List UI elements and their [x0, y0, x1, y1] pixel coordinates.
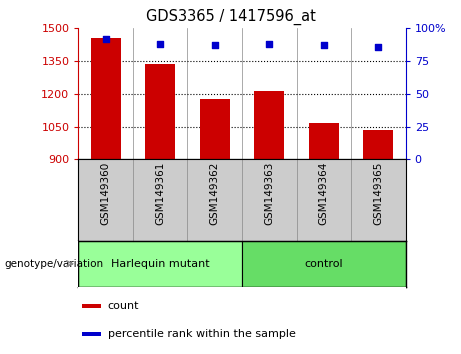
Point: [375, 44, 382, 50]
Point: [320, 42, 327, 48]
Bar: [145, 64, 175, 159]
Text: GSM149364: GSM149364: [319, 162, 329, 225]
Bar: [82, 332, 101, 336]
Bar: [242, 241, 406, 287]
Bar: [363, 130, 393, 159]
Bar: [78, 241, 242, 287]
Bar: [309, 122, 339, 159]
Point: [266, 41, 273, 47]
Bar: [91, 38, 121, 159]
Text: GDS3365 / 1417596_at: GDS3365 / 1417596_at: [146, 9, 315, 25]
Text: genotype/variation: genotype/variation: [4, 259, 103, 269]
Text: GSM149361: GSM149361: [155, 162, 165, 225]
Text: control: control: [305, 259, 343, 269]
Bar: [254, 91, 284, 159]
Text: count: count: [108, 301, 139, 310]
Text: GSM149363: GSM149363: [264, 162, 274, 225]
Bar: [82, 304, 101, 308]
Text: GSM149362: GSM149362: [210, 162, 220, 225]
Point: [211, 42, 219, 48]
Bar: [200, 99, 230, 159]
Text: percentile rank within the sample: percentile rank within the sample: [108, 329, 296, 339]
Text: Harlequin mutant: Harlequin mutant: [111, 259, 209, 269]
Point: [102, 36, 109, 42]
Point: [157, 41, 164, 47]
Text: GSM149365: GSM149365: [373, 162, 384, 225]
Text: GSM149360: GSM149360: [100, 162, 111, 225]
